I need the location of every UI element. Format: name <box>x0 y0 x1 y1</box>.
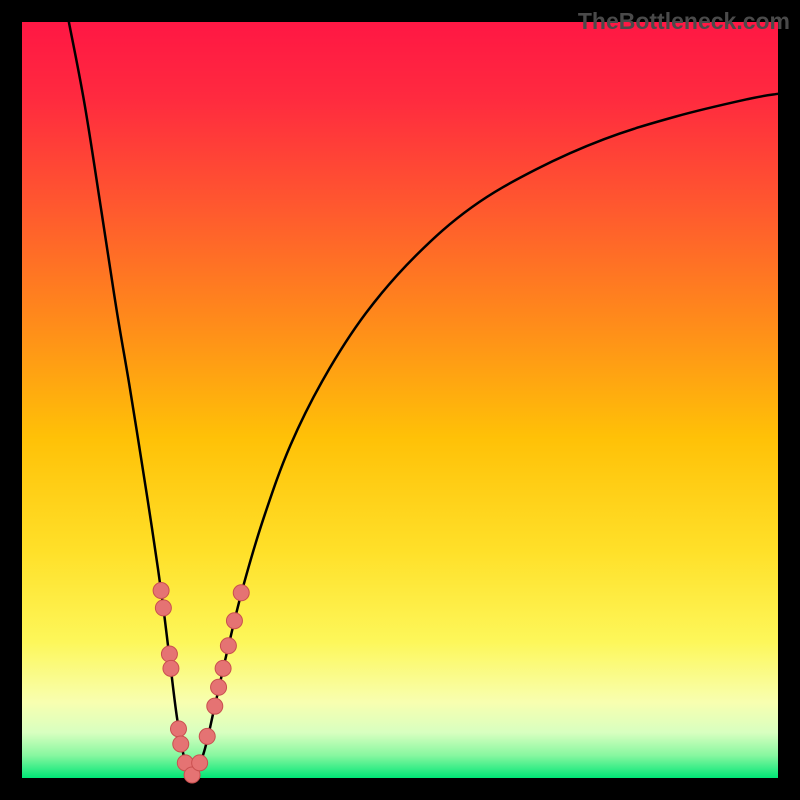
watermark-text: TheBottleneck.com <box>578 8 790 35</box>
bottleneck-chart: TheBottleneck.com <box>0 0 800 800</box>
data-marker <box>199 728 215 744</box>
data-marker <box>155 600 171 616</box>
data-marker <box>226 613 242 629</box>
data-marker <box>211 679 227 695</box>
data-marker <box>153 583 169 599</box>
data-marker <box>220 638 236 654</box>
data-marker <box>233 585 249 601</box>
data-marker <box>170 721 186 737</box>
chart-svg <box>0 0 800 800</box>
data-marker <box>161 646 177 662</box>
data-marker <box>163 660 179 676</box>
data-marker <box>192 755 208 771</box>
data-marker <box>207 698 223 714</box>
chart-gradient-background <box>22 22 778 778</box>
data-marker <box>173 736 189 752</box>
data-marker <box>215 660 231 676</box>
